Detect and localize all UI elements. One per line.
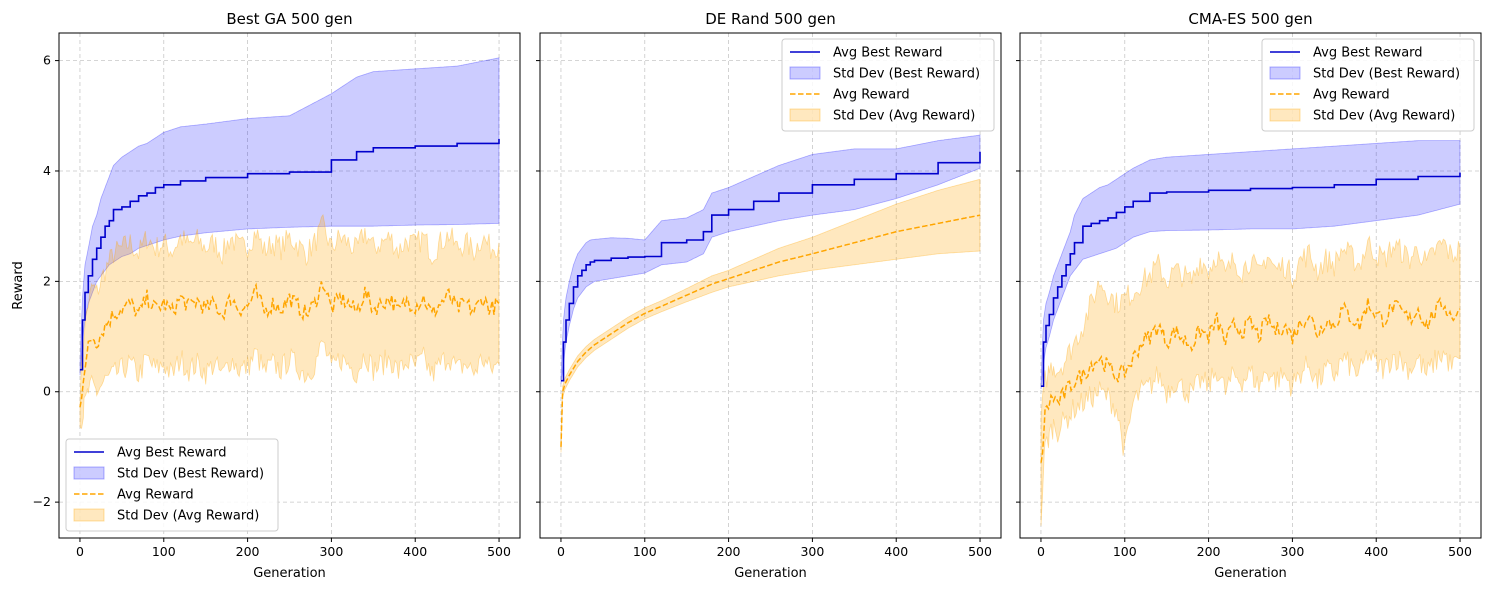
subplot-2: 0 100 200 300 400 500 DE Rand 500 gen Generatio… — [536, 10, 1002, 581]
legend-label: Std Dev (Best Reward) — [833, 67, 980, 82]
avg-best-reward-line — [561, 151, 981, 382]
y-tick-label: 4 — [43, 163, 51, 178]
axes-frame — [1019, 32, 1482, 539]
avg-reward-line — [560, 214, 981, 447]
std-band-best — [79, 57, 500, 376]
std-band-best — [1040, 140, 1461, 390]
y-tick-label: −2 — [33, 494, 51, 509]
chart-title: DE Rand 500 gen — [705, 10, 836, 28]
x-tick-label: 500 — [968, 544, 992, 559]
x-tick-label: 400 — [1364, 544, 1388, 559]
x-tick-label: 0 — [557, 544, 565, 559]
std-band-avg — [1040, 235, 1461, 526]
x-tick-label: 400 — [403, 544, 427, 559]
legend-label: Avg Reward — [833, 88, 910, 103]
avg-best-reward-line — [1041, 172, 1461, 387]
legend-box — [781, 38, 995, 132]
legend-label: Std Dev (Best Reward) — [117, 467, 264, 482]
x-tick-label: 200 — [717, 544, 741, 559]
legend: Avg Best Reward Std Dev (Best Reward) Avg … — [65, 438, 279, 532]
x-tick-label: 0 — [76, 544, 84, 559]
legend-swatch — [1269, 108, 1301, 122]
x-axis-label: Generation — [253, 566, 326, 581]
avg-reward-line — [1040, 296, 1461, 463]
legend: Avg Best Reward Std Dev (Best Reward) Avg … — [1261, 38, 1475, 132]
legend-label: Std Dev (Avg Reward) — [117, 509, 259, 524]
legend-swatch — [789, 108, 821, 122]
legend-swatch — [73, 466, 105, 480]
legend-swatch — [73, 508, 105, 522]
axes-frame — [539, 32, 1002, 539]
std-band-avg — [560, 178, 981, 453]
x-tick-label: 100 — [152, 544, 176, 559]
x-tick-label: 200 — [1197, 544, 1221, 559]
legend-label: Std Dev (Best Reward) — [1313, 67, 1460, 82]
legend-label: Avg Best Reward — [117, 446, 227, 461]
x-axis-label: Generation — [734, 566, 807, 581]
x-axis-label: Generation — [1214, 566, 1287, 581]
y-tick-label: 2 — [43, 273, 51, 288]
legend-label: Avg Reward — [1313, 88, 1390, 103]
x-tick-label: 100 — [1113, 544, 1137, 559]
legend-swatch — [789, 66, 821, 80]
legend-box — [65, 438, 279, 532]
x-tick-label: 300 — [1280, 544, 1304, 559]
y-tick-label: 6 — [43, 53, 51, 68]
x-tick-label: 300 — [800, 544, 824, 559]
y-axis-label: Reward — [11, 261, 26, 309]
subplot-1: 0 100 200 300 400 500 −2 0 2 4 6 Best GA 500 gen Gen… — [11, 10, 521, 581]
y-tick-label: 0 — [43, 384, 51, 399]
chart-title: CMA-ES 500 gen — [1188, 10, 1312, 28]
std-band-avg — [79, 213, 500, 430]
legend-box — [1261, 38, 1475, 132]
legend-label: Avg Best Reward — [833, 46, 943, 61]
x-tick-label: 100 — [633, 544, 657, 559]
legend-swatch — [1269, 66, 1301, 80]
legend: Avg Best Reward Std Dev (Best Reward) Avg … — [781, 38, 995, 132]
avg-best-reward-line — [80, 139, 500, 371]
x-tick-label: 0 — [1037, 544, 1045, 559]
x-tick-label: 300 — [319, 544, 343, 559]
avg-reward-line — [79, 281, 500, 408]
chart-title: Best GA 500 gen — [226, 10, 352, 28]
legend-label: Std Dev (Avg Reward) — [833, 109, 975, 124]
x-tick-label: 200 — [236, 544, 260, 559]
legend-label: Avg Best Reward — [1313, 46, 1423, 61]
x-tick-label: 500 — [1448, 544, 1472, 559]
x-tick-label: 400 — [884, 544, 908, 559]
std-band-best — [560, 134, 981, 384]
x-tick-label: 500 — [487, 544, 511, 559]
subplot-3: 0 100 200 300 400 500 CMA-ES 500 gen Generation… — [1016, 10, 1482, 581]
legend-label: Avg Reward — [117, 488, 194, 503]
legend-label: Std Dev (Avg Reward) — [1313, 109, 1455, 124]
axes-frame — [58, 32, 521, 539]
